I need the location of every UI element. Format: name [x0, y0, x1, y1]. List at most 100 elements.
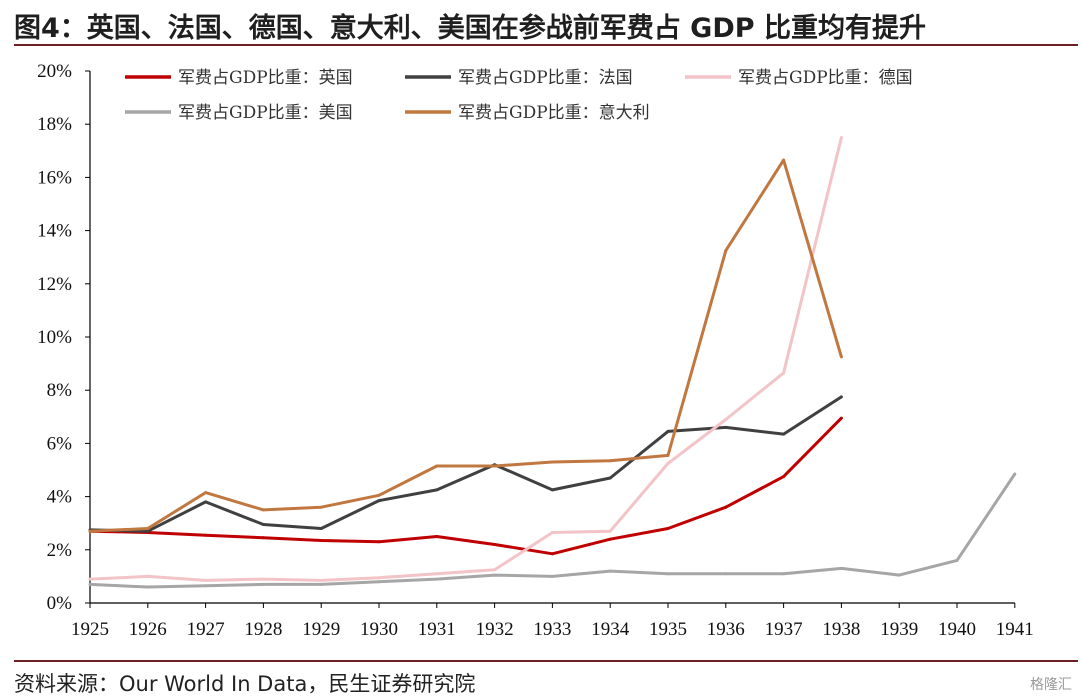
- y-tick-label: 0%: [47, 593, 73, 614]
- figure-title: 图4：英国、法国、德国、意大利、美国在参战前军费占 GDP 比重均有提升: [14, 13, 926, 44]
- y-tick-label: 20%: [37, 61, 72, 82]
- data-point: [204, 533, 208, 537]
- data-point: [435, 577, 439, 581]
- source-divider: [14, 660, 1078, 662]
- data-point: [377, 499, 381, 503]
- chart-series: [88, 136, 1017, 589]
- data-point: [550, 488, 554, 492]
- series-3: [88, 472, 1017, 589]
- legend-label: 军费占GDP比重：德国: [738, 68, 913, 88]
- series-line: [89, 417, 843, 556]
- data-point: [724, 418, 728, 421]
- data-point: [319, 578, 323, 582]
- data-point: [377, 576, 381, 580]
- chart-legend: 军费占GDP比重：英国 军费占GDP比重：法国 军费占GDP比重：德国军费占GDP比…: [125, 68, 913, 123]
- data-point: [550, 552, 554, 556]
- series-4: [88, 158, 843, 533]
- data-point: [608, 529, 612, 533]
- x-tick-label: 1934: [591, 619, 630, 640]
- data-point: [319, 539, 323, 542]
- x-tick-label: 1933: [533, 619, 571, 640]
- y-tick-label: 2%: [47, 540, 73, 561]
- data-point: [435, 464, 439, 468]
- y-tick-label: 16%: [37, 167, 72, 188]
- data-point: [839, 395, 843, 399]
- x-tick-label: 1940: [938, 619, 976, 640]
- x-tick-label: 1937: [765, 619, 803, 640]
- data-point: [782, 371, 786, 375]
- data-point: [782, 432, 786, 436]
- data-point: [435, 488, 439, 492]
- data-point: [608, 476, 612, 480]
- data-point: [550, 531, 554, 534]
- data-point: [608, 459, 612, 463]
- data-point: [435, 535, 439, 538]
- data-point: [1013, 472, 1017, 476]
- y-tick-label: 8%: [47, 380, 73, 401]
- legend-label: 军费占GDP比重：美国: [178, 103, 353, 123]
- legend-item: 军费占GDP比重：美国: [125, 103, 353, 123]
- data-point: [261, 523, 265, 526]
- title-divider: [14, 44, 1078, 46]
- y-tick-label: 6%: [47, 433, 73, 454]
- legend-label: 军费占GDP比重：意大利: [458, 103, 650, 123]
- data-point: [146, 527, 150, 530]
- data-point: [261, 536, 265, 540]
- line-chart: 军费占GDP比重：英国 军费占GDP比重：法国 军费占GDP比重：德国军费占GDP比…: [37, 61, 1034, 640]
- data-point: [493, 543, 497, 546]
- data-point: [261, 582, 265, 586]
- x-tick-label: 1939: [880, 619, 918, 640]
- data-point: [839, 566, 843, 570]
- data-point: [493, 464, 497, 468]
- data-point: [782, 572, 786, 576]
- data-point: [493, 568, 497, 572]
- data-point: [724, 572, 728, 576]
- series-0: [88, 416, 843, 556]
- x-tick-label: 1929: [302, 619, 340, 640]
- y-tick-label: 14%: [37, 221, 72, 242]
- source-note: 资料来源：Our World In Data，民生证券研究院: [14, 672, 476, 696]
- data-point: [839, 355, 843, 359]
- y-tick-label: 18%: [37, 114, 72, 135]
- data-point: [377, 540, 381, 544]
- data-point: [955, 558, 959, 562]
- data-point: [666, 429, 670, 433]
- data-point: [88, 529, 92, 533]
- data-point: [319, 527, 323, 530]
- legend-item: 军费占GDP比重：法国: [405, 68, 633, 88]
- data-point: [146, 574, 150, 578]
- data-point: [724, 425, 728, 429]
- data-point: [88, 577, 92, 581]
- legend-item: 军费占GDP比重：意大利: [405, 103, 650, 123]
- series-line: [89, 158, 843, 533]
- watermark-logo: 格隆汇: [1030, 677, 1072, 693]
- x-tick-label: 1938: [822, 619, 860, 640]
- x-tick-label: 1927: [187, 619, 225, 640]
- data-point: [550, 460, 554, 464]
- x-tick-label: 1935: [649, 619, 687, 640]
- data-point: [493, 573, 497, 577]
- data-point: [204, 500, 208, 504]
- x-tick-label: 1936: [707, 619, 745, 640]
- series-2: [88, 136, 843, 582]
- data-point: [608, 537, 612, 541]
- x-tick-label: 1931: [418, 619, 456, 640]
- data-point: [204, 584, 208, 588]
- x-tick-label: 1941: [996, 619, 1034, 640]
- data-point: [204, 491, 208, 495]
- data-point: [666, 453, 670, 457]
- x-tick-label: 1926: [129, 619, 167, 640]
- data-point: [782, 158, 786, 162]
- data-point: [666, 572, 670, 576]
- legend-item: 军费占GDP比重：德国: [685, 68, 913, 88]
- data-point: [377, 580, 381, 584]
- data-point: [550, 574, 554, 578]
- x-tick-label: 1928: [244, 619, 282, 640]
- data-point: [319, 582, 323, 586]
- data-point: [319, 505, 323, 509]
- data-point: [435, 572, 439, 576]
- x-tick-label: 1932: [476, 619, 514, 640]
- x-tick-label: 1930: [360, 619, 398, 640]
- data-point: [724, 249, 728, 253]
- y-tick-label: 12%: [37, 274, 72, 295]
